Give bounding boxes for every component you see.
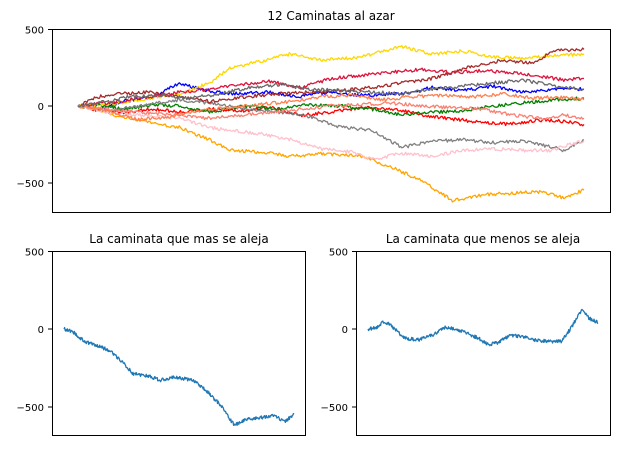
ytick-label-bl-500: 500	[25, 248, 44, 259]
ytick-label-br-500: 500	[329, 248, 348, 259]
series-line-top-2	[77, 105, 585, 127]
ytick-label-top-500: 500	[25, 26, 44, 37]
series-line-top-5	[77, 105, 585, 203]
ytick-label-bl-neg500: −500	[17, 403, 44, 414]
axes-top: 12 Caminatas al azar 500 0 −500	[17, 9, 611, 213]
series-line-bottom-left-1	[63, 326, 295, 427]
ytick-label-br-neg500: −500	[321, 403, 348, 414]
axes-frame-bottom-left	[52, 251, 306, 436]
ytick-label-bl-0: 0	[38, 325, 44, 336]
axes-frame-top	[52, 29, 611, 213]
series-line-top-6	[77, 98, 585, 153]
ytick-label-top-neg500: −500	[17, 179, 44, 190]
axes-bottom-left: La caminata que mas se aleja 500 0 −500	[17, 232, 306, 436]
series-layer-top	[77, 44, 585, 203]
series-layer-bottom-right	[367, 308, 599, 347]
series-line-top-10	[77, 100, 585, 121]
series-line-top-12	[77, 78, 585, 108]
series-layer-bottom-left	[63, 326, 295, 427]
axes-bottom-right: La caminata que menos se aleja 500 0 −50…	[321, 232, 611, 436]
series-line-bottom-right-1	[367, 308, 599, 347]
chart-title-top: 12 Caminatas al azar	[267, 9, 394, 23]
series-line-top-8	[77, 47, 585, 108]
ytick-label-br-0: 0	[342, 325, 348, 336]
chart-title-bottom-right: La caminata que menos se aleja	[386, 232, 580, 246]
axes-frame-bottom-right	[356, 251, 611, 436]
ytick-label-top-0: 0	[38, 102, 44, 113]
series-line-top-11	[77, 91, 585, 122]
chart-title-bottom-left: La caminata que mas se aleja	[89, 232, 268, 246]
